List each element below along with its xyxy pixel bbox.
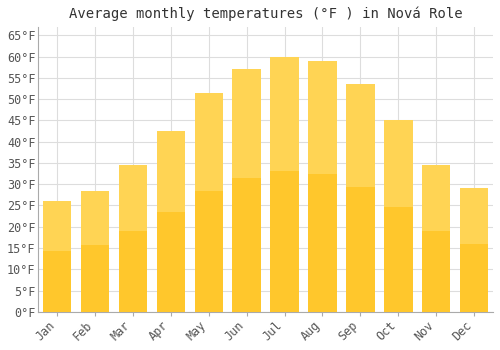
Bar <box>156 131 185 212</box>
Bar <box>308 61 336 174</box>
Bar <box>81 190 110 312</box>
Bar <box>119 165 147 312</box>
Bar <box>81 190 110 245</box>
Bar <box>194 93 223 191</box>
Bar <box>43 201 72 251</box>
Bar <box>194 93 223 312</box>
Bar <box>460 188 488 244</box>
Bar <box>43 201 72 312</box>
Bar <box>460 188 488 312</box>
Bar <box>422 165 450 312</box>
Bar <box>384 120 412 312</box>
Bar <box>119 165 147 231</box>
Bar <box>422 165 450 231</box>
Bar <box>270 57 299 172</box>
Bar <box>156 131 185 312</box>
Bar <box>232 69 261 312</box>
Bar <box>270 57 299 312</box>
Title: Average monthly temperatures (°F ) in Nová Role: Average monthly temperatures (°F ) in No… <box>69 7 462 21</box>
Bar <box>346 84 374 312</box>
Bar <box>308 61 336 312</box>
Bar <box>384 120 412 206</box>
Bar <box>346 84 374 187</box>
Bar <box>232 69 261 178</box>
